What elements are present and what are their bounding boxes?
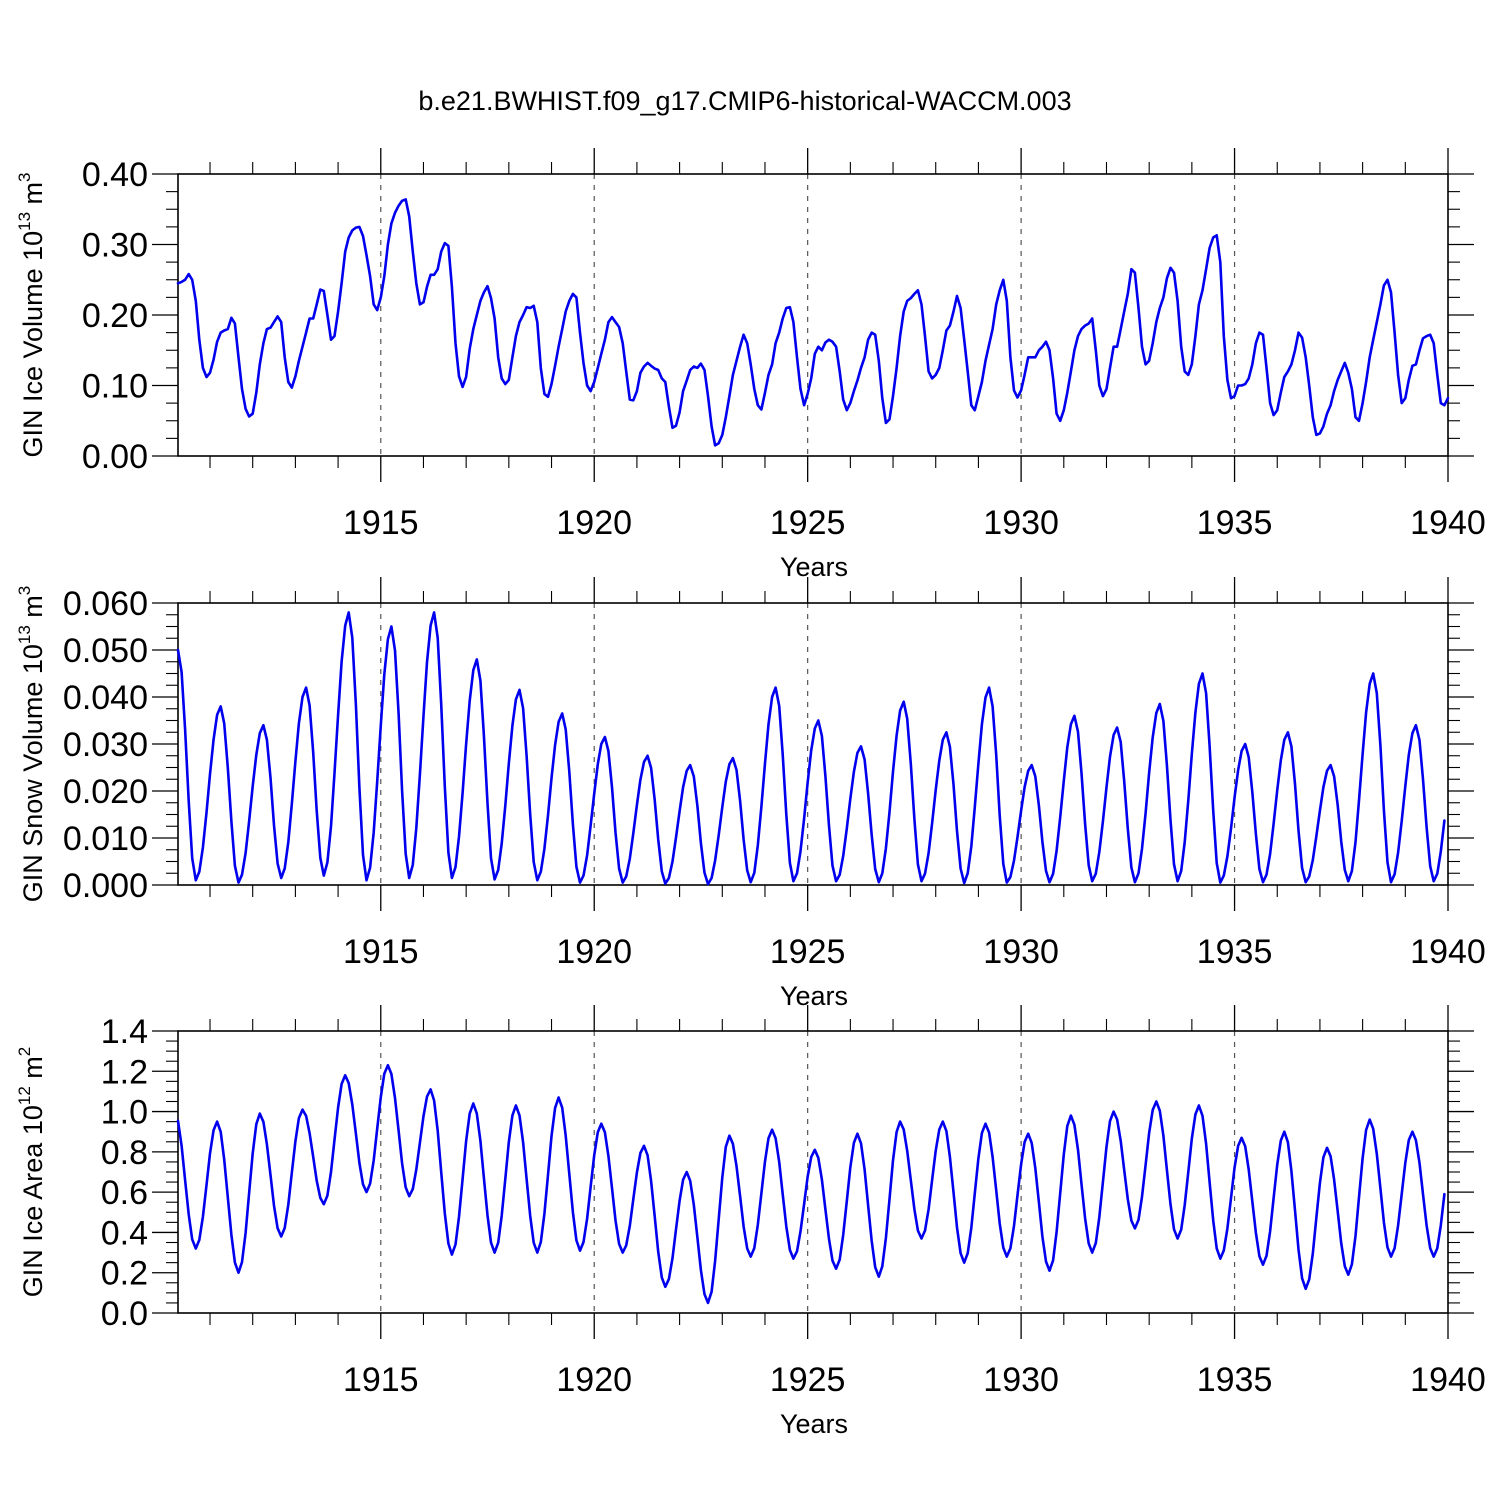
y-tick-label: 0.8 — [101, 1134, 148, 1172]
y-tick-label: 0.10 — [82, 368, 148, 406]
x-tick-label: 1935 — [1197, 933, 1273, 971]
x-tick-label: 1925 — [770, 504, 846, 542]
y-tick-label: 0.060 — [63, 585, 148, 623]
ice-area-series-line — [176, 1063, 1446, 1305]
y-tick-label: 1.2 — [101, 1053, 148, 1091]
x-axis-label: Years — [780, 1409, 848, 1439]
y-tick-label: 0.00 — [82, 438, 148, 476]
x-tick-label: 1940 — [1410, 933, 1486, 971]
y-tick-label: 0.020 — [63, 773, 148, 811]
y-tick-label: 1.0 — [101, 1094, 148, 1132]
y-tick-label: 0.040 — [63, 679, 148, 717]
y-tick-label: 0.6 — [101, 1174, 148, 1212]
x-tick-label: 1930 — [983, 933, 1059, 971]
y-tick-label: 0.4 — [101, 1214, 148, 1252]
y-tick-label: 0.010 — [63, 820, 148, 858]
y-tick-label: 0.0 — [101, 1295, 148, 1333]
x-tick-label: 1925 — [770, 933, 846, 971]
x-axis-label: Years — [780, 981, 848, 1011]
ice-area-panel: 0.00.20.40.60.81.01.21.4 1915 1920 1925 1930… — [15, 1005, 1486, 1439]
y-tick-label: 1.4 — [101, 1013, 148, 1051]
x-tick-label: 1935 — [1197, 1361, 1273, 1399]
y-axis-label: GIN Ice Volume 1013 m3 — [15, 172, 48, 457]
figure-title: b.e21.BWHIST.f09_g17.CMIP6-historical-WA… — [418, 86, 1071, 116]
y-tick-label: 0.30 — [82, 227, 148, 265]
x-tick-label: 1930 — [983, 504, 1059, 542]
ice-volume-panel: 0.00 0.10 0.20 0.30 0.40 1915 1920 1925 1930 1935… — [15, 148, 1486, 582]
x-tick-label: 1915 — [343, 1361, 419, 1399]
x-tick-label: 1935 — [1197, 504, 1273, 542]
y-tick-label: 0.40 — [82, 156, 148, 194]
x-tick-label: 1940 — [1410, 504, 1486, 542]
x-tick-label: 1925 — [770, 1361, 846, 1399]
y-tick-label: 0.2 — [101, 1255, 148, 1293]
x-tick-label: 1920 — [556, 504, 632, 542]
x-tick-label: 1930 — [983, 1361, 1059, 1399]
ice-volume-series-line — [176, 198, 1450, 447]
x-tick-label: 1915 — [343, 933, 419, 971]
x-tick-label: 1940 — [1410, 1361, 1486, 1399]
y-tick-label: 0.050 — [63, 632, 148, 670]
y-tick-label: 0.000 — [63, 867, 148, 905]
snow-volume-series-line — [176, 611, 1446, 886]
x-tick-label: 1920 — [556, 1361, 632, 1399]
y-axis-label: GIN Ice Area 1012 m2 — [15, 1047, 48, 1298]
x-axis-label: Years — [780, 552, 848, 582]
x-tick-label: 1920 — [556, 933, 632, 971]
y-tick-label: 0.030 — [63, 726, 148, 764]
y-tick-label: 0.20 — [82, 297, 148, 335]
x-tick-label: 1915 — [343, 504, 419, 542]
snow-volume-panel: 0.000 0.010 0.020 0.030 0.040 0.050 0.060 1915 1… — [15, 577, 1486, 1011]
y-axis-label: GIN Snow Volume 1013 m3 — [15, 586, 48, 903]
